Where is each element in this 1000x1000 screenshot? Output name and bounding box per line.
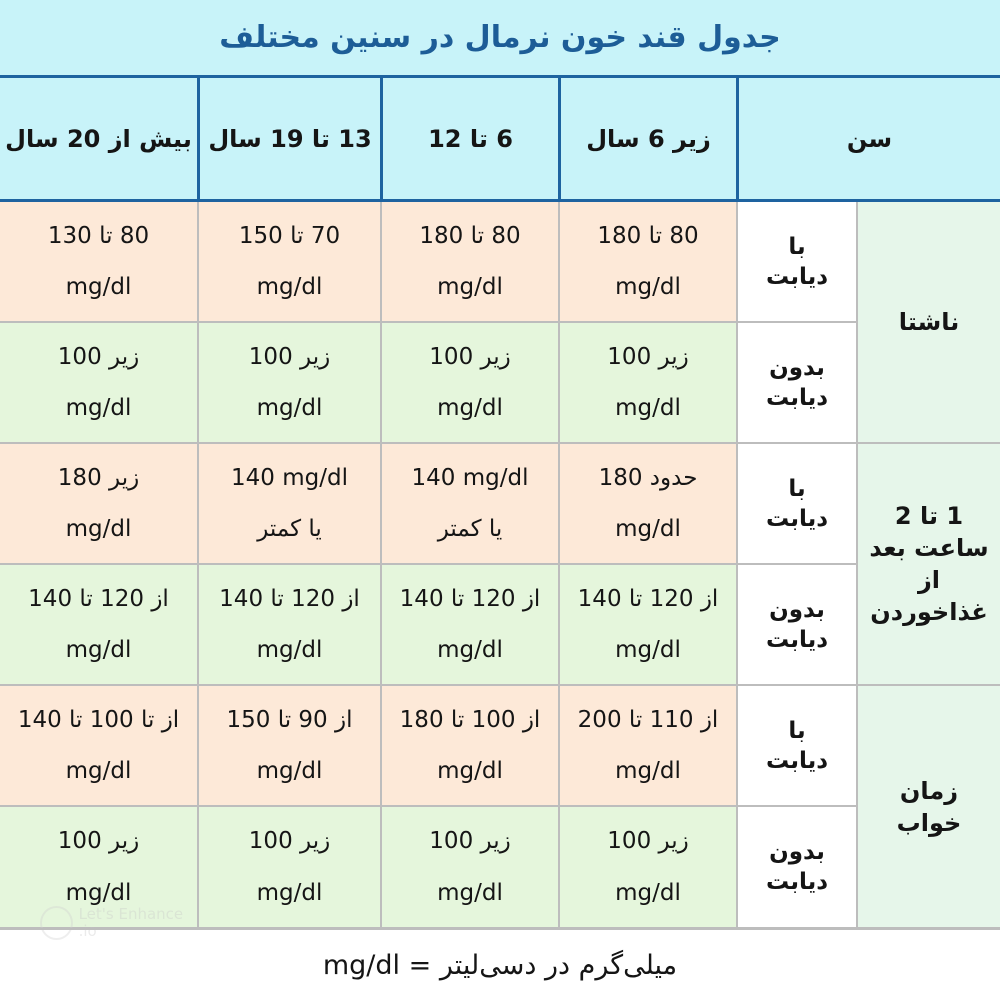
group-bedtime: زمان خواب xyxy=(856,686,1000,929)
table-cell: از 90 تا 150 mg/dl xyxy=(197,686,380,807)
condition-word: دیابت xyxy=(765,747,829,774)
table-cell: 140 mg/dl یا کمتر xyxy=(380,444,558,565)
table-cell: زیر 100 mg/dl xyxy=(380,807,558,929)
table-cell: از 120 تا 140 mg/dl xyxy=(197,565,380,686)
table-cell: از 120 تا 140 mg/dl xyxy=(380,565,558,686)
condition-with-diabetes: با دیابت xyxy=(736,202,856,323)
table-cell: زیر 100 mg/dl xyxy=(558,323,736,444)
condition-with-diabetes: با دیابت xyxy=(736,686,856,807)
group-after-meal: 1 تا 2 ساعت بعد از غذاخوردن xyxy=(856,444,1000,686)
condition-word: بدون xyxy=(769,354,825,381)
condition-without-diabetes: بدون دیابت xyxy=(736,323,856,444)
header-age: سن xyxy=(736,78,1000,202)
condition-word: با xyxy=(788,717,806,744)
table-cell: 80 تا 180 mg/dl xyxy=(380,202,558,323)
table-cell: از 100 تا 180 mg/dl xyxy=(380,686,558,807)
table-cell: زیر 100 mg/dl xyxy=(197,807,380,929)
condition-without-diabetes: بدون دیابت xyxy=(736,565,856,686)
condition-word: دیابت xyxy=(765,626,829,653)
group-fasting: ناشتا xyxy=(856,202,1000,444)
condition-word: بدون xyxy=(769,596,825,623)
table-cell: 80 تا 180 mg/dl xyxy=(558,202,736,323)
table-cell: از 110 تا 200 mg/dl xyxy=(558,686,736,807)
condition-with-diabetes: با دیابت xyxy=(736,444,856,565)
condition-word: دیابت xyxy=(765,505,829,532)
table-cell: از 120 تا 140 mg/dl xyxy=(558,565,736,686)
table-cell: زیر 100 mg/dl xyxy=(558,807,736,929)
watermark-text: Let's Enhance .io xyxy=(78,905,184,940)
table-cell: از تا 100 تا 140 mg/dl xyxy=(0,686,197,807)
table-cell: 70 تا 150 mg/dl xyxy=(197,202,380,323)
blood-sugar-table: سن زیر 6 سال 6 تا 12 13 تا 19 سال بیش از… xyxy=(0,78,1000,929)
table-cell: 140 mg/dl یا کمتر xyxy=(197,444,380,565)
condition-word: دیابت xyxy=(765,869,829,895)
condition-word: بدون xyxy=(769,839,825,865)
header-13-19: 13 تا 19 سال xyxy=(197,78,380,202)
table-title-bar: جدول قند خون نرمال در سنین مختلف xyxy=(0,0,1000,78)
header-over20: بیش از 20 سال xyxy=(0,78,197,202)
header-6-12: 6 تا 12 xyxy=(380,78,558,202)
table-cell: زیر 100 mg/dl xyxy=(0,807,197,929)
condition-word: با xyxy=(788,475,806,502)
unit-footnote: میلی‌گرم در دسی‌لیتر = mg/dl xyxy=(0,928,1000,1000)
table-cell: حدود 180 mg/dl xyxy=(558,444,736,565)
table-title: جدول قند خون نرمال در سنین مختلف xyxy=(219,20,781,55)
condition-word: دیابت xyxy=(765,263,829,290)
watermark: Let's Enhance .io xyxy=(40,893,200,953)
table-cell: زیر 180 mg/dl xyxy=(0,444,197,565)
header-under6: زیر 6 سال xyxy=(558,78,736,202)
table-cell: از 120 تا 140 mg/dl xyxy=(0,565,197,686)
table-cell: 80 تا 130 mg/dl xyxy=(0,202,197,323)
table-cell: زیر 100 mg/dl xyxy=(380,323,558,444)
enhance-logo-icon xyxy=(40,906,73,940)
table-cell: زیر 100 mg/dl xyxy=(0,323,197,444)
condition-word: با xyxy=(788,233,806,260)
condition-word: دیابت xyxy=(765,384,829,411)
unit-footnote-text: میلی‌گرم در دسی‌لیتر = mg/dl xyxy=(322,949,678,981)
condition-without-diabetes: بدون دیابت xyxy=(736,807,856,929)
table-cell: زیر 100 mg/dl xyxy=(197,323,380,444)
